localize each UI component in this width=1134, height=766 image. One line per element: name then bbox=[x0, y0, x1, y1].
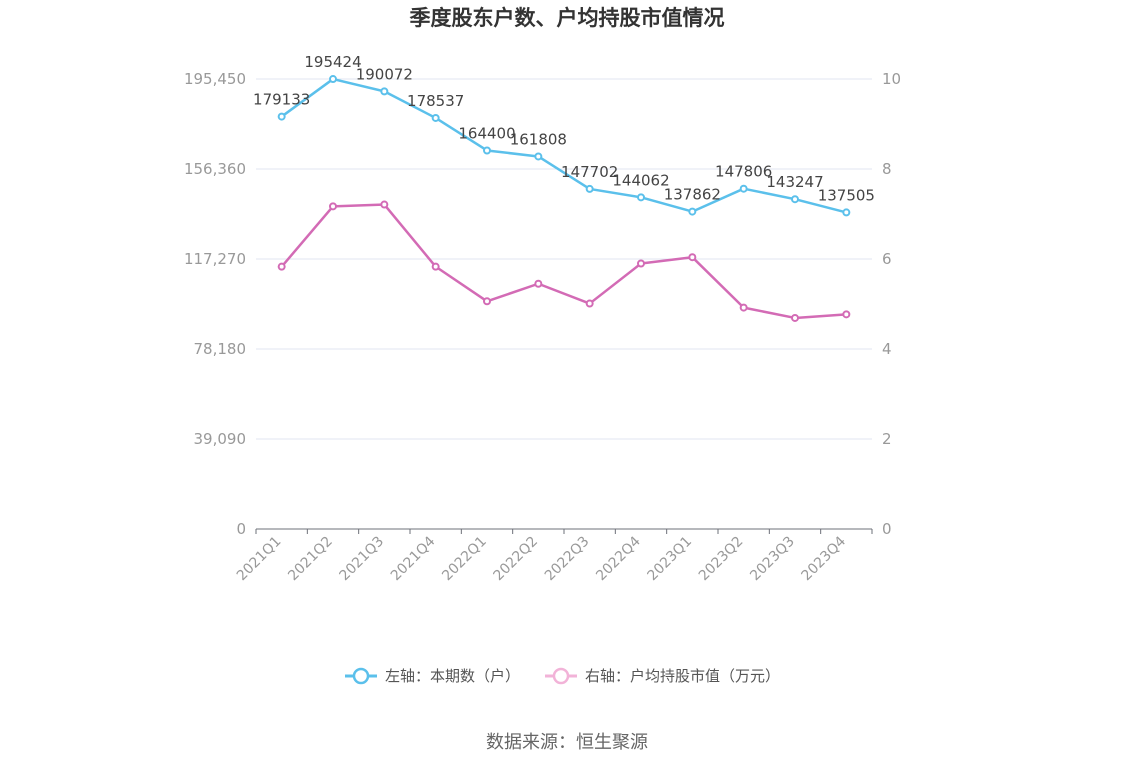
data-point bbox=[277, 262, 286, 271]
data-label: 164400 bbox=[458, 124, 515, 142]
x-axis-tick-label: 2021Q3 bbox=[337, 534, 388, 585]
legend-marker bbox=[352, 667, 370, 685]
x-axis-tick-label: 2023Q2 bbox=[696, 534, 747, 585]
x-axis-tick-label: 2022Q1 bbox=[439, 534, 490, 585]
x-axis-tick-label: 2023Q4 bbox=[799, 533, 850, 584]
data-label: 137505 bbox=[818, 186, 875, 204]
data-point bbox=[688, 207, 697, 216]
data-label: 161808 bbox=[510, 130, 567, 148]
data-label: 143247 bbox=[766, 173, 823, 191]
right-axis-tick-label: 2 bbox=[882, 430, 892, 448]
x-axis-tick-label: 2023Q3 bbox=[747, 534, 798, 585]
data-label: 144062 bbox=[612, 171, 669, 189]
data-label: 190072 bbox=[356, 65, 413, 83]
x-axis-tick-label: 2022Q2 bbox=[491, 534, 542, 585]
data-point bbox=[329, 202, 337, 211]
x-axis-tick-label: 2021Q2 bbox=[285, 534, 336, 585]
data-label: 195424 bbox=[304, 53, 361, 71]
data-point bbox=[483, 146, 491, 155]
x-axis-tick-label: 2021Q1 bbox=[234, 534, 285, 585]
data-label: 137862 bbox=[664, 186, 721, 204]
data-label: 178537 bbox=[407, 92, 464, 110]
data-label: 147806 bbox=[715, 163, 772, 181]
legend-label: 左轴：本期数（户） bbox=[385, 667, 520, 685]
legend-item-1: 左轴：本期数（户） bbox=[345, 667, 520, 685]
data-point bbox=[637, 193, 645, 202]
left-axis-tick-label: 195,450 bbox=[184, 70, 246, 88]
right-axis-tick-label: 10 bbox=[882, 70, 901, 88]
data-point bbox=[431, 262, 440, 271]
legend-item-2: 右轴：户均持股市值（万元） bbox=[545, 667, 780, 685]
legend-label: 右轴：户均持股市值（万元） bbox=[585, 667, 780, 685]
data-point bbox=[534, 279, 543, 288]
data-point bbox=[329, 75, 337, 84]
grid-lines bbox=[256, 78, 872, 440]
data-point bbox=[431, 113, 440, 122]
chart-title: 季度股东户数、户均持股市值情况 bbox=[410, 6, 725, 30]
data-point bbox=[739, 303, 748, 312]
data-label: 179133 bbox=[253, 91, 310, 109]
left-axis-tick-label: 156,360 bbox=[184, 160, 246, 178]
data-point bbox=[585, 184, 594, 193]
legend-marker bbox=[552, 667, 570, 685]
right-axis-tick-label: 6 bbox=[882, 250, 892, 268]
data-point bbox=[483, 297, 491, 306]
data-label: 147702 bbox=[561, 163, 618, 181]
data-point bbox=[585, 299, 594, 308]
right-axis-tick-label: 8 bbox=[882, 160, 892, 178]
data-point bbox=[842, 310, 851, 319]
x-axis-tick-label: 2022Q4 bbox=[593, 533, 644, 584]
data-point bbox=[380, 87, 389, 96]
data-point bbox=[688, 253, 697, 262]
right-axis-tick-label: 0 bbox=[882, 520, 892, 538]
data-point bbox=[791, 313, 799, 322]
x-axis-tick-label: 2022Q3 bbox=[542, 534, 593, 585]
left-axis-tick-label: 39,090 bbox=[194, 430, 247, 448]
data-point bbox=[380, 200, 389, 209]
right-axis-tick-label: 4 bbox=[882, 340, 892, 358]
data-point bbox=[842, 208, 851, 217]
left-axis-tick-label: 78,180 bbox=[194, 340, 247, 358]
legend: 左轴：本期数（户） 右轴：户均持股市值（万元） bbox=[345, 667, 780, 685]
left-axis-tick-label: 117,270 bbox=[184, 250, 246, 268]
left-axis-tick-label: 0 bbox=[236, 520, 246, 538]
data-point bbox=[534, 152, 543, 161]
data-point bbox=[277, 112, 286, 121]
x-axis-tick-label: 2021Q4 bbox=[388, 533, 439, 584]
series-line-2 bbox=[280, 203, 847, 320]
data-point bbox=[637, 259, 645, 268]
series-layer bbox=[277, 75, 851, 322]
series-line-1 bbox=[280, 77, 847, 214]
source-text: 数据来源：恒生聚源 bbox=[486, 732, 648, 753]
x-axis-tick-label: 2023Q1 bbox=[645, 534, 696, 585]
data-point bbox=[791, 195, 799, 204]
data-point bbox=[739, 184, 748, 193]
